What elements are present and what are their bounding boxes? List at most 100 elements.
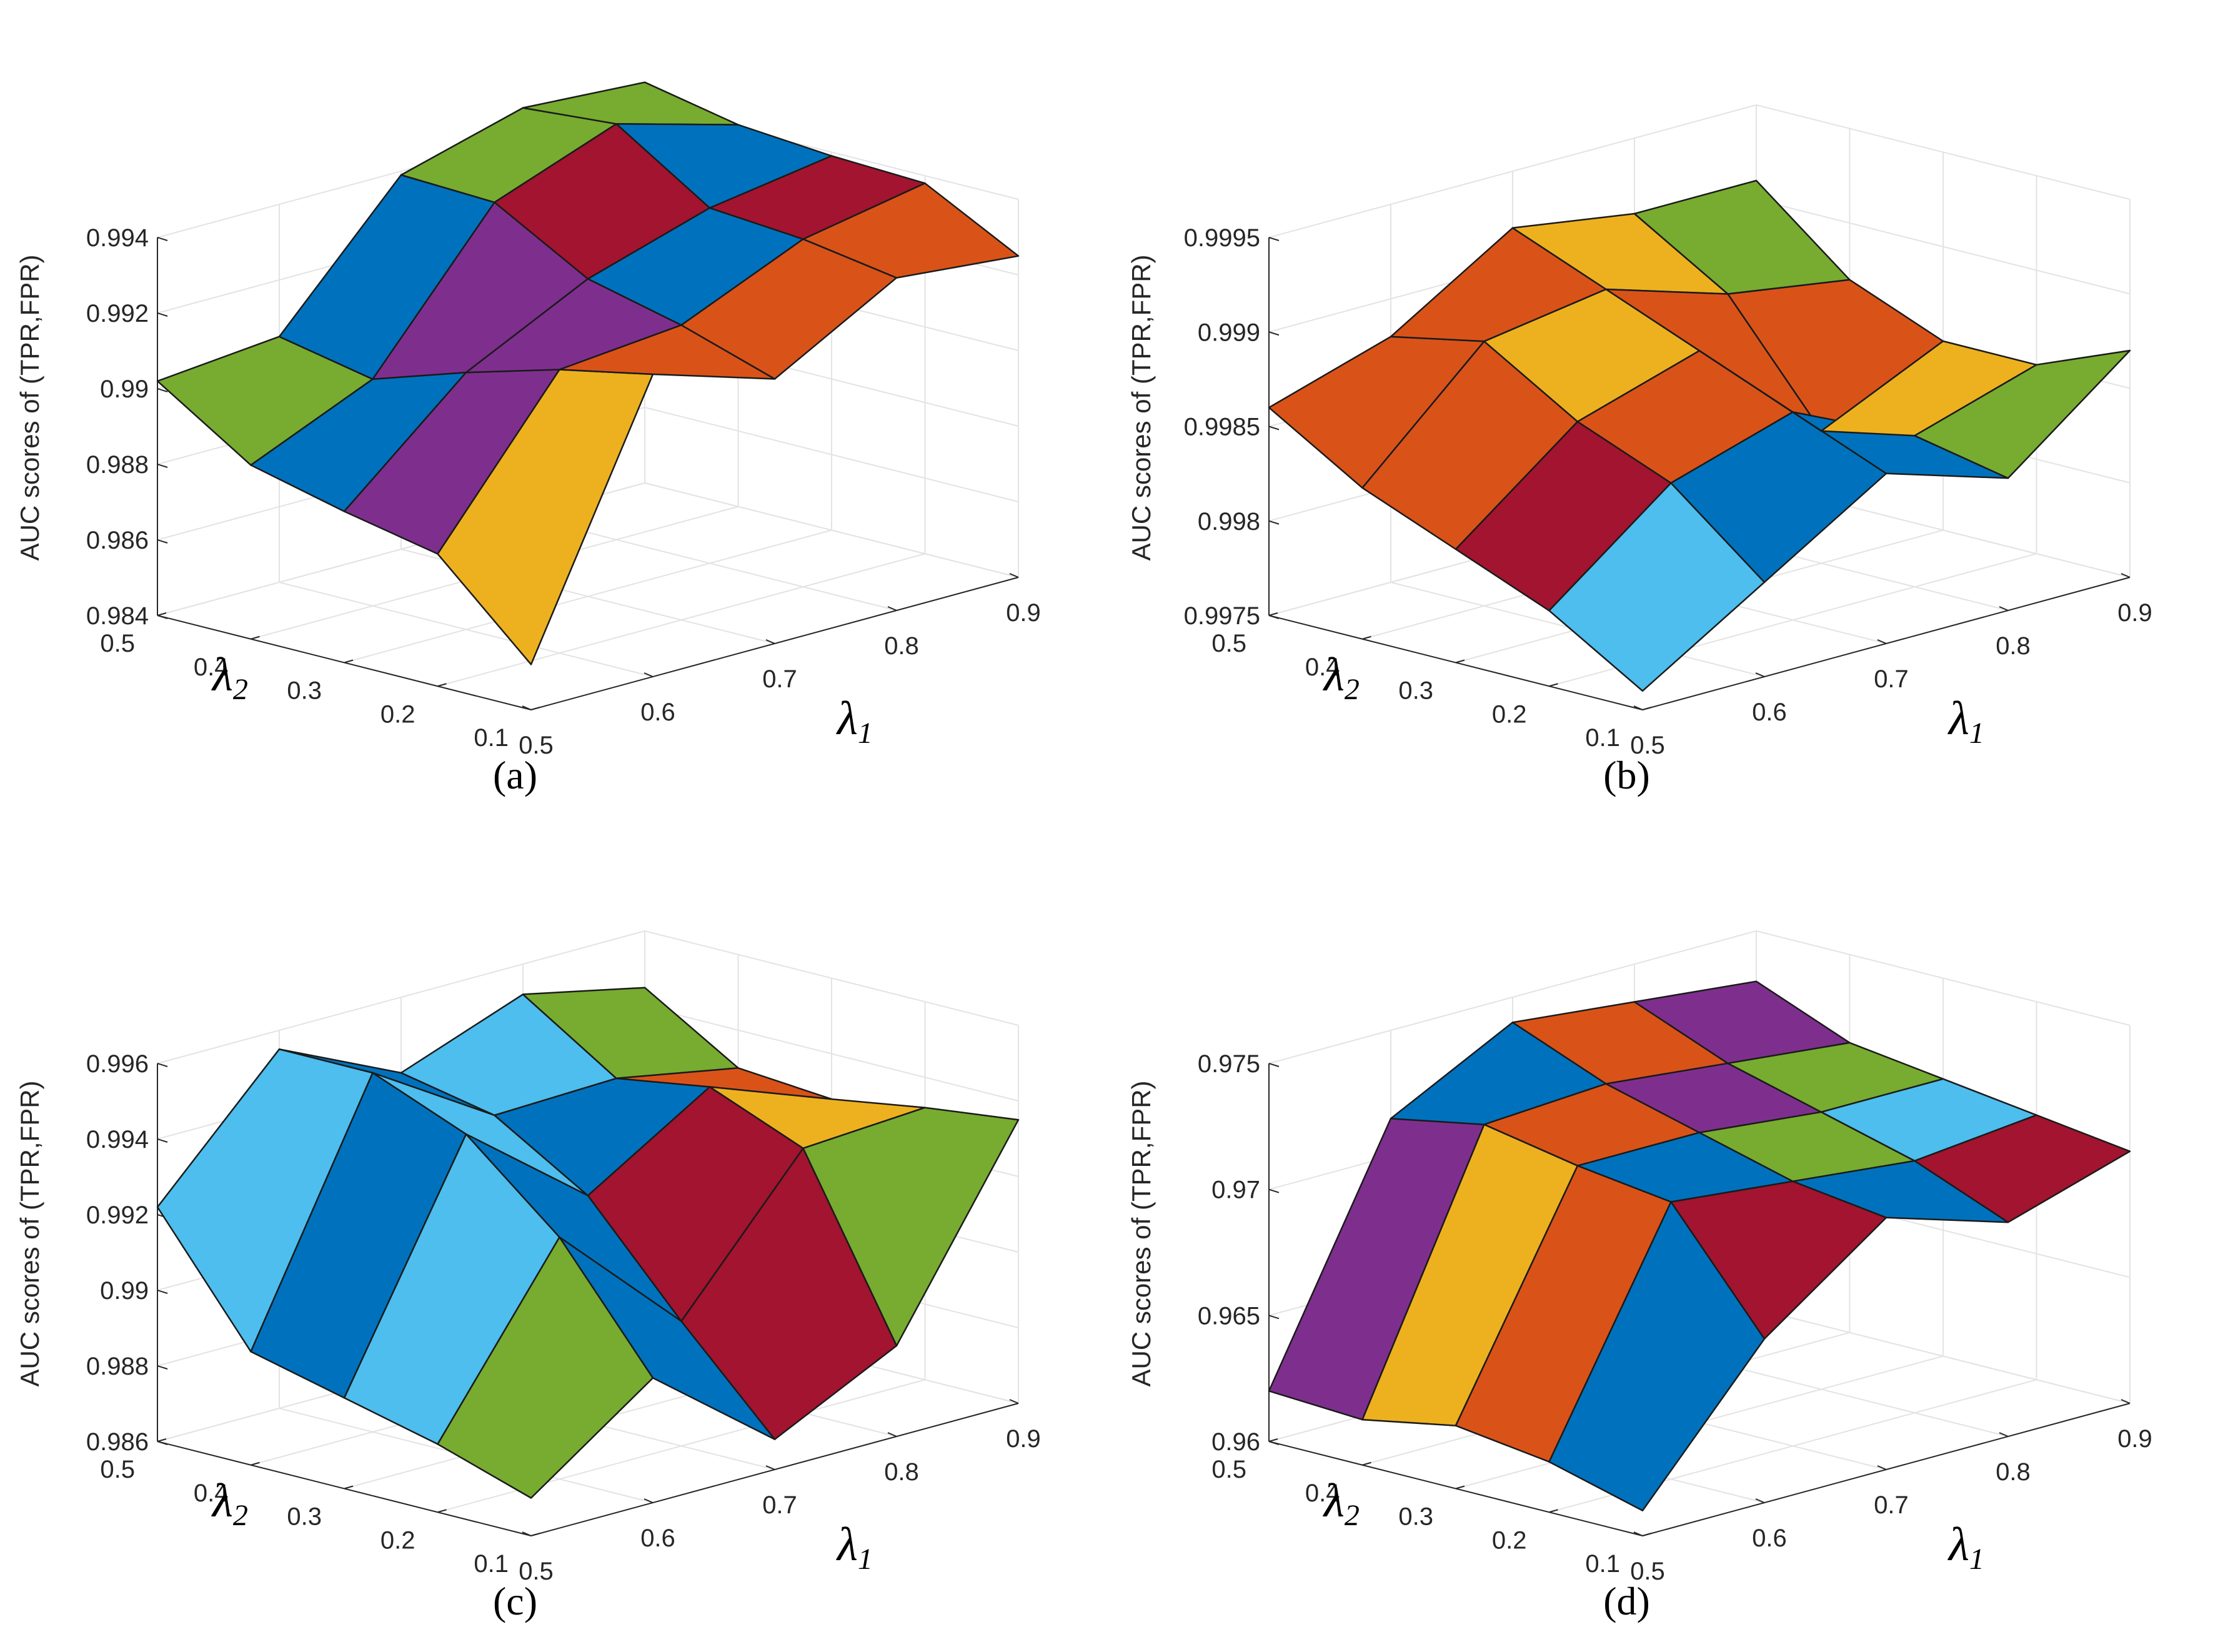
y-tick-label: 0.5 [100,1456,135,1483]
y-tick-mark [1268,1438,1278,1442]
x-tick-label: 0.5 [1630,1558,1665,1585]
x-tick-label: 0.6 [1752,699,1787,726]
x-axis-label: λ1 [836,1518,873,1576]
surface-plot: 0.50.60.70.80.90.10.20.30.40.50.9860.988… [15,930,1041,1623]
y-tick-mark [437,1509,447,1513]
y-tick-mark [344,659,354,664]
x-tick-mark [1999,606,2009,611]
z-tick-mark [1268,520,1280,525]
z-tick-label: 0.998 [1198,508,1260,535]
grid-line [1268,930,2131,1064]
y-tick-label: 0.5 [1211,1456,1246,1483]
z-tick-mark [157,464,168,468]
x-tick-mark [2121,1399,2131,1404]
z-tick-mark [1268,331,1280,336]
z-tick-mark [157,237,168,241]
x-tick-mark [522,705,532,710]
y-axis-label-subscript: 2 [1345,1499,1360,1532]
z-tick-mark [1268,1441,1280,1445]
x-axis-label: λ1 [1947,692,1984,750]
x-tick-mark [1009,573,1019,578]
x-tick-label: 0.6 [640,699,675,726]
y-tick-mark [1642,707,1652,710]
x-tick-mark [1755,1498,1765,1503]
z-tick-label: 0.9995 [1184,224,1260,252]
y-tick-mark [530,707,540,710]
z-tick-mark [157,539,168,544]
z-tick-mark [157,1063,168,1067]
z-tick-mark [1268,237,1280,241]
x-tick-mark [1999,1432,2009,1437]
panel-caption: (b) [1603,753,1650,797]
x-tick-label: 0.6 [640,1525,675,1552]
y-tick-mark [1362,635,1371,640]
chart-panel-a: 0.5 0.6 0.7 0.8 0.9 0.1 0.2 0.3 0.4 0.5 0.984 0.986… [0,0,1112,826]
x-tick-mark [1755,672,1765,677]
z-tick-mark [157,1365,168,1370]
panel-caption: (a) [493,753,537,797]
z-tick-label: 0.97 [1211,1177,1260,1204]
x-tick-label: 0.7 [762,665,797,693]
x-tick-label: 0.8 [884,632,919,660]
chart-panel-b: 0.5 0.6 0.7 0.8 0.9 0.1 0.2 0.3 0.4 0.5 0.9975 0.99… [1112,0,2223,826]
y-tick-mark [1362,1461,1371,1466]
surface-face [802,182,1020,279]
surface-face [802,1107,1020,1347]
y-tick-label: 0.5 [1211,630,1246,657]
y-tick-label: 0.2 [380,1526,415,1554]
y-tick-label: 0.3 [287,1503,322,1531]
x-tick-mark [1633,705,1643,710]
y-tick-mark [251,635,260,640]
z-tick-mark [157,1290,168,1294]
z-tick-mark [1268,425,1280,430]
x-tick-label: 0.9 [2117,599,2152,627]
x-tick-label: 0.8 [884,1458,919,1486]
surface-face [1914,1114,2131,1223]
y-tick-mark [1642,1533,1652,1536]
y-tick-mark [1549,683,1558,687]
z-tick-label: 0.994 [86,1126,149,1153]
y-tick-label: 0.5 [100,630,135,657]
z-tick-label: 0.984 [86,602,149,630]
chart-panel-d: 0.5 0.6 0.7 0.8 0.9 0.1 0.2 0.3 0.4 0.5 0.96 0.965 0… [1112,826,2223,1652]
grid-line [344,529,832,664]
grid-line [1268,104,2131,238]
x-tick-mark [644,672,654,677]
x-axis-label-subscript: 1 [1969,717,1984,750]
y-axis-label-subscript: 2 [233,673,248,706]
x-axis-label: λ1 [836,692,873,750]
z-tick-mark [157,1138,168,1143]
y-tick-label: 0.1 [474,1550,509,1578]
x-tick-label: 0.9 [1006,599,1041,627]
y-axis-label: λ2 [1323,1475,1360,1532]
z-tick-label: 0.986 [86,1428,149,1456]
x-tick-mark [644,1498,654,1503]
z-tick-label: 0.992 [86,1202,149,1229]
y-tick-label: 0.4 [1305,1480,1340,1507]
x-tick-mark [522,1531,532,1536]
axes: 0.50.60.70.80.90.10.20.30.40.50.960.9650… [1198,1050,2152,1585]
z-tick-label: 0.996 [86,1050,149,1078]
y-tick-label: 0.1 [1585,1550,1620,1578]
x-axis-label-subscript: 1 [858,717,873,750]
z-tick-label: 0.994 [86,224,149,252]
z-axis-label: AUC scores of (TPR,FPR) [15,254,44,560]
z-tick-label: 0.9975 [1184,602,1260,630]
x-tick-mark [887,1432,897,1437]
y-tick-mark [1455,659,1465,664]
x-tick-mark [2121,573,2131,578]
surface-plot: 0.50.60.70.80.90.10.20.30.40.50.99750.99… [1126,104,2152,797]
y-tick-mark [1549,1509,1558,1513]
x-tick-label: 0.5 [519,732,554,759]
axes: 0.50.60.70.80.90.10.20.30.40.50.9860.988… [86,1050,1041,1585]
y-tick-label: 0.1 [1585,724,1620,752]
axes: 0.50.60.70.80.90.10.20.30.40.50.99750.99… [1184,224,2152,759]
z-axis-label: AUC scores of (TPR,FPR) [1126,254,1156,560]
y-tick-label: 0.4 [194,654,229,681]
surface [1268,179,2131,692]
z-tick-mark [1268,1188,1280,1193]
z-tick-label: 0.99 [100,376,149,403]
y-tick-mark [1268,612,1278,616]
y-axis-label-subscript: 2 [1345,673,1360,706]
